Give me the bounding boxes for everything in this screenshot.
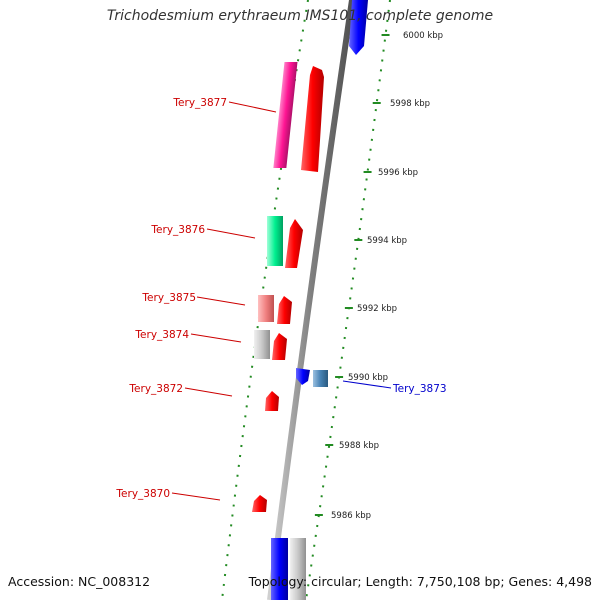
gene-box-bottom-gray: [290, 538, 306, 600]
gene-box-3873: [313, 370, 328, 387]
genome-summary-text: Topology: circular; Length: 7,750,108 bp…: [248, 574, 592, 589]
gene-arrow-top-reverse: [349, 0, 368, 55]
label-tery-3875[interactable]: Tery_3875: [141, 292, 196, 304]
scale-label: 6000 kbp: [403, 31, 443, 41]
gene-arrow-3875: [277, 296, 292, 324]
label-tery-3873[interactable]: Tery_3873: [392, 383, 447, 395]
leader-3877: [228, 101, 277, 113]
gene-box-3874: [254, 330, 270, 359]
accession-text: Accession: NC_008312: [8, 574, 151, 589]
label-tery-3874[interactable]: Tery_3874: [134, 329, 189, 341]
leader-3872: [184, 387, 233, 397]
label-tery-3876[interactable]: Tery_3876: [150, 224, 205, 236]
gene-box-3876: [267, 216, 283, 266]
scale-label: 5996 kbp: [378, 168, 418, 178]
leader-3874: [190, 333, 242, 343]
leader-3875: [196, 296, 246, 306]
gene-arrow-3870: [252, 495, 267, 512]
gene-box-3877: [273, 62, 298, 168]
scale-label: 5988 kbp: [339, 441, 379, 451]
leader-3873: [342, 380, 392, 389]
scale-label: 5994 kbp: [367, 236, 407, 246]
leader-3876: [206, 228, 256, 239]
scale-label: 5986 kbp: [331, 511, 371, 521]
gene-arrow-3874: [272, 333, 287, 360]
scale-label: 5998 kbp: [390, 99, 430, 109]
leader-3870: [171, 492, 221, 501]
gene-box-bottom-blue: [271, 538, 288, 600]
outer-dotted-ring: [221, 0, 309, 600]
gene-arrow-3877: [301, 66, 324, 172]
label-tery-3870[interactable]: Tery_3870: [115, 488, 170, 500]
gene-arrow-3876: [285, 219, 303, 268]
gene-arrow-3872: [265, 391, 279, 411]
scale-label: 5992 kbp: [357, 304, 397, 314]
scale-ticks: [314, 34, 390, 516]
map-title: Trichodesmium erythraeum IMS101, complet…: [106, 8, 494, 24]
genome-backbone: [267, 0, 355, 600]
gene-arrow-3873-left: [296, 368, 310, 385]
label-tery-3877[interactable]: Tery_3877: [172, 97, 227, 109]
label-tery-3872[interactable]: Tery_3872: [128, 383, 183, 395]
scale-label: 5990 kbp: [348, 373, 388, 383]
gene-box-3875: [258, 295, 274, 322]
